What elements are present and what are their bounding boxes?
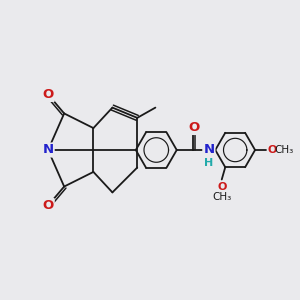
Text: N: N: [43, 143, 54, 157]
Text: O: O: [43, 199, 54, 212]
Text: O: O: [267, 145, 276, 155]
Text: CH₃: CH₃: [212, 192, 231, 202]
Text: N: N: [203, 143, 214, 157]
Text: O: O: [217, 182, 226, 192]
Text: H: H: [204, 158, 214, 168]
Text: O: O: [189, 121, 200, 134]
Text: CH₃: CH₃: [274, 145, 294, 155]
Text: O: O: [43, 88, 54, 101]
